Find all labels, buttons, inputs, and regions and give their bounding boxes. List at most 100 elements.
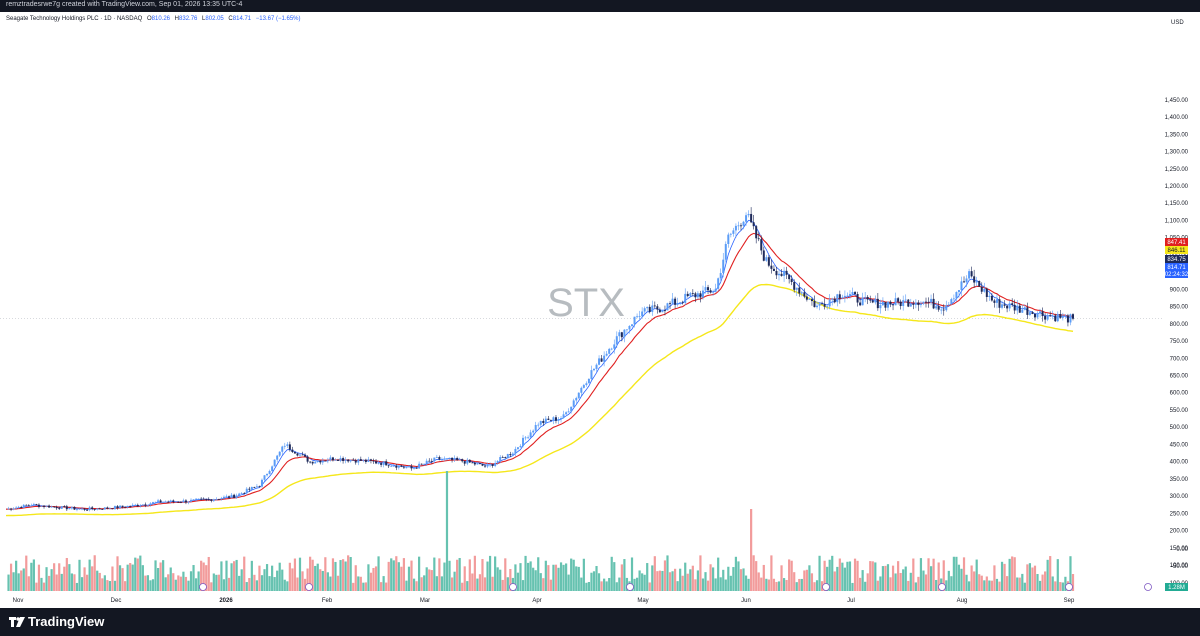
candle-body xyxy=(364,459,367,462)
candle-body xyxy=(496,461,499,464)
candle-body xyxy=(707,287,710,291)
volume-bar xyxy=(681,575,684,591)
candle-body xyxy=(339,458,342,461)
volume-bar xyxy=(463,566,466,591)
volume-bar xyxy=(468,559,471,591)
credit-text: remztradesrwe7g created with TradingView… xyxy=(6,1,243,8)
candle-body xyxy=(727,234,730,244)
volume-bar xyxy=(603,578,606,591)
volume-bar xyxy=(395,556,398,591)
volume-bar xyxy=(194,578,198,591)
volume-bar xyxy=(268,576,271,591)
candle-body xyxy=(1059,313,1062,318)
candle-body xyxy=(610,348,613,350)
volume-bar xyxy=(739,569,743,591)
price-chart[interactable]: STX 100.00 150.00 200.00 250.00 300.00 350.00… xyxy=(0,12,1200,608)
candle-body xyxy=(808,299,811,300)
candle-body xyxy=(760,239,763,251)
candle-body xyxy=(866,296,869,300)
volume-bar xyxy=(326,572,329,591)
volume-bar xyxy=(813,582,816,591)
candle-body xyxy=(50,506,53,508)
price-tick-label: 450.00 xyxy=(1170,442,1189,448)
candle-body xyxy=(661,310,664,313)
candle-body xyxy=(314,462,317,464)
symbol-legend: Seagate Technology Holdings PLC · 1D · N… xyxy=(6,16,301,22)
candle-body xyxy=(392,465,395,467)
candle-body xyxy=(347,459,350,462)
candle-body xyxy=(714,288,717,292)
time-tick-label: Jun xyxy=(741,598,751,604)
volume-bar xyxy=(17,573,20,591)
volume-bar xyxy=(225,560,228,591)
volume-bar xyxy=(476,578,479,591)
candle-body xyxy=(501,457,504,458)
volume-bar xyxy=(240,569,243,591)
volume-bar xyxy=(993,565,996,591)
candle-body xyxy=(836,294,839,303)
candle-body xyxy=(45,505,48,507)
volume-bar xyxy=(504,558,507,591)
volume-bar xyxy=(798,578,801,591)
candle-body xyxy=(116,506,119,509)
tradingview-brand: TradingView xyxy=(28,614,105,629)
volume-bar xyxy=(922,570,925,591)
time-tick-label: Apr xyxy=(532,598,541,604)
volume-bar xyxy=(590,572,593,591)
candle-body xyxy=(461,459,464,462)
candle-body xyxy=(669,303,672,305)
volume-bar xyxy=(1056,559,1059,591)
candle-body xyxy=(704,287,707,291)
volume-bar xyxy=(301,571,304,591)
volume-bar xyxy=(927,558,930,591)
candle-body xyxy=(197,498,200,500)
candle-body xyxy=(385,461,388,466)
volume-bar xyxy=(331,558,335,591)
volume-bar xyxy=(980,575,983,591)
volume-bar xyxy=(362,582,365,591)
candle-body xyxy=(321,460,324,463)
top-credit-bar: remztradesrwe7g created with TradingView… xyxy=(0,0,1200,12)
volume-bar xyxy=(955,556,958,591)
volume-bar xyxy=(565,563,568,591)
volume-bar xyxy=(831,555,834,591)
candle-body xyxy=(73,506,76,510)
volume-bar xyxy=(438,558,441,591)
volume-bar xyxy=(435,576,438,591)
volume-bar xyxy=(491,576,494,591)
candle-body xyxy=(648,306,651,312)
candle-body xyxy=(656,306,659,310)
candle-body xyxy=(369,459,372,461)
volume-bar xyxy=(329,576,332,591)
candle-body xyxy=(304,454,307,457)
candle-body xyxy=(516,447,519,449)
candle-body xyxy=(742,221,745,226)
volume-bar xyxy=(27,576,30,591)
candle-body xyxy=(980,286,983,292)
volume-bar xyxy=(912,558,915,591)
volume-bar xyxy=(765,578,768,591)
candle-body xyxy=(473,462,476,465)
volume-bar xyxy=(615,582,618,591)
candle-body xyxy=(585,383,588,386)
candle-body xyxy=(940,309,943,311)
volume-bar xyxy=(902,569,905,591)
volume-bar xyxy=(164,577,167,591)
candle-body xyxy=(25,504,28,506)
candle-body xyxy=(131,504,134,507)
volume-bar xyxy=(136,558,139,591)
volume-bar xyxy=(701,578,705,591)
volume-bar xyxy=(526,562,530,591)
candle-body xyxy=(420,463,423,465)
volume-bar xyxy=(755,561,758,591)
volume-bar xyxy=(985,576,988,591)
event-markers xyxy=(199,583,1152,591)
price-tick-label: 1,350.00 xyxy=(1165,132,1189,138)
volume-bar xyxy=(810,573,814,591)
volume-bar xyxy=(20,570,23,591)
volume-bar xyxy=(1046,559,1049,591)
price-tag-box xyxy=(1165,255,1188,263)
candlesticks xyxy=(7,207,1074,512)
candle-body xyxy=(7,508,10,510)
volume-bar xyxy=(886,564,890,591)
